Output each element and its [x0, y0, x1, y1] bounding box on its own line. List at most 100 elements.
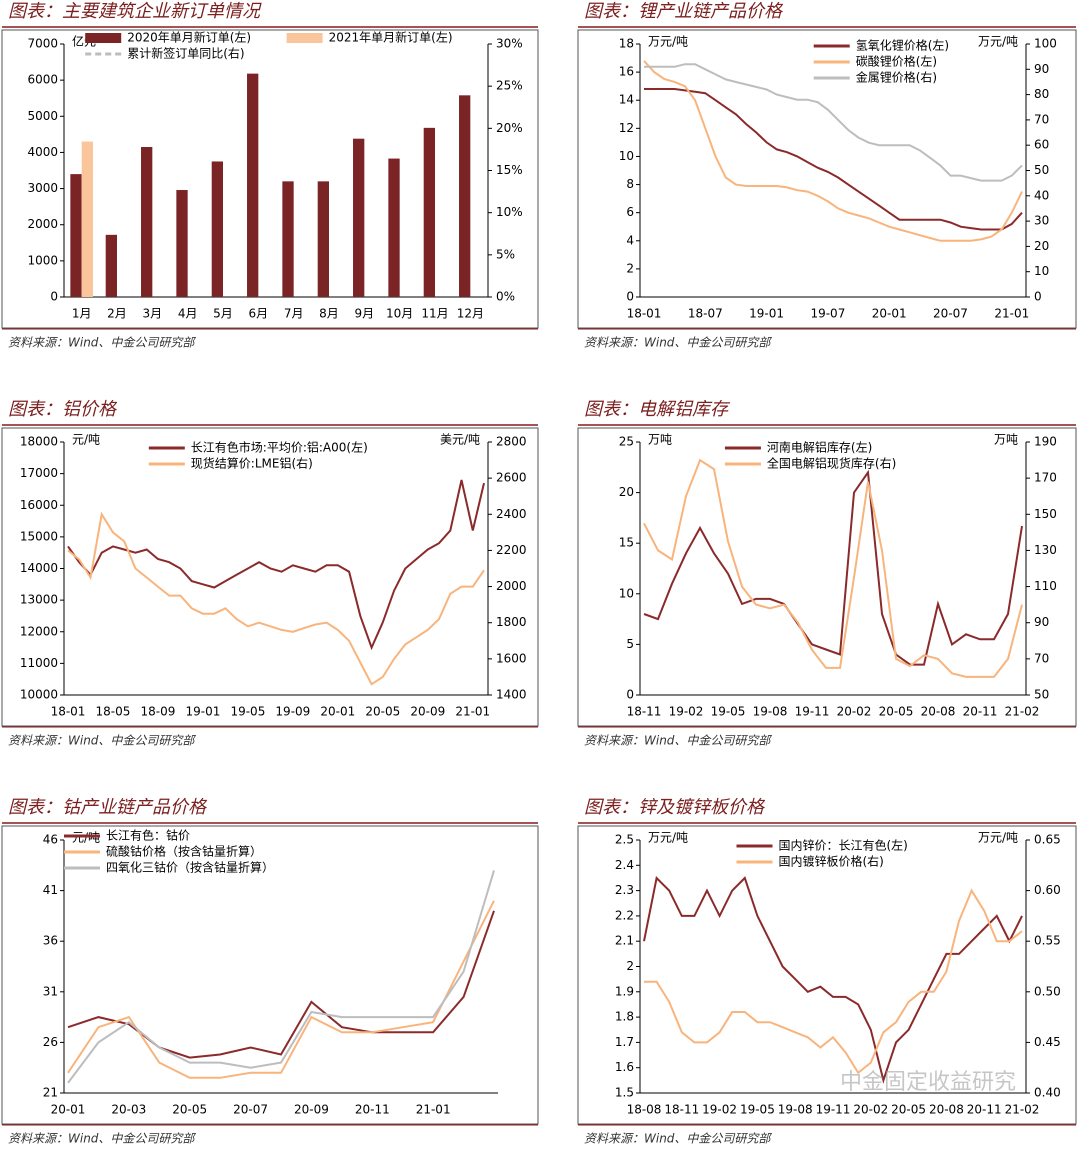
left-unit: 万元/吨 [648, 35, 688, 49]
y2-tick-label: 1600 [496, 651, 527, 665]
y-tick-label: 1.8 [615, 1010, 634, 1024]
y-tick-label: 26 [43, 1035, 58, 1049]
y2-tick-label: 170 [1034, 471, 1057, 485]
y2-tick-label: 0.65 [1034, 833, 1061, 847]
x-tick-label: 18-01 [51, 705, 86, 719]
series-line [643, 875, 1023, 1084]
y2-tick-label: 2400 [496, 507, 527, 521]
chart-frame [1, 427, 539, 727]
x-tick-label: 3月 [143, 307, 163, 321]
chart-frame [1, 825, 539, 1125]
chart-frame [577, 825, 1077, 1125]
y-tick-label: 25 [619, 435, 634, 449]
x-tick-label: 21-02 [1005, 705, 1040, 719]
x-tick-label: 21-01 [994, 307, 1029, 321]
y-tick-label: 1.5 [615, 1086, 634, 1100]
x-tick-label: 19-08 [778, 1103, 813, 1117]
y-tick-label: 4 [626, 233, 634, 247]
source-note: 资料来源：Wind、中金公司研究部 [584, 734, 772, 748]
y-tick-label: 2.3 [615, 883, 634, 897]
left-unit: 元/吨 [72, 433, 100, 447]
panel-title: 图表：主要建筑企业新订单情况 [8, 1, 262, 22]
bar [105, 234, 117, 297]
y-tick-label: 16000 [20, 498, 58, 512]
x-tick-label: 19-08 [753, 705, 788, 719]
y-tick-label: 2.5 [615, 833, 634, 847]
y2-tick-label: 20 [1034, 239, 1049, 253]
y2-tick-label: 130 [1034, 543, 1057, 557]
x-tick-label: 20-08 [929, 1103, 964, 1117]
series-line [67, 479, 485, 651]
x-tick-label: 20-03 [111, 1103, 146, 1117]
y2-tick-label: 25% [496, 79, 523, 93]
y2-tick-label: 10% [496, 205, 523, 219]
y2-tick-label: 0.55 [1034, 934, 1061, 948]
x-tick-label: 19-11 [795, 705, 830, 719]
panel-title: 图表：铝价格 [8, 399, 118, 420]
y-tick-label: 1.9 [615, 984, 634, 998]
x-tick-label: 6月 [249, 307, 269, 321]
x-tick-label: 20-09 [410, 705, 445, 719]
y-tick-label: 14 [619, 93, 634, 107]
y-tick-label: 2000 [27, 217, 58, 231]
x-tick-label: 11月 [421, 307, 448, 321]
legend-label: 硫酸钴价格（按含钴量折算） [106, 844, 262, 859]
y2-tick-label: 30 [1034, 214, 1049, 228]
series-line [643, 60, 1023, 242]
x-tick-label: 20-11 [967, 1103, 1002, 1117]
x-tick-label: 20-11 [355, 1103, 390, 1117]
y-tick-label: 5 [626, 637, 634, 651]
y-tick-label: 14000 [20, 561, 58, 575]
y-tick-label: 17000 [20, 466, 58, 480]
x-tick-label: 5月 [213, 307, 233, 321]
left-unit: 万吨 [648, 433, 672, 447]
source-note: 资料来源：Wind、中金公司研究部 [8, 734, 196, 748]
x-tick-label: 19-07 [810, 307, 845, 321]
y-tick-label: 10 [619, 586, 634, 600]
y-tick-label: 21 [43, 1086, 58, 1100]
y-tick-label: 2 [626, 959, 634, 973]
x-tick-label: 20-01 [320, 705, 355, 719]
x-tick-label: 20-05 [879, 705, 914, 719]
x-tick-label: 21-01 [416, 1103, 451, 1117]
y2-tick-label: 60 [1034, 138, 1049, 152]
legend-label: 碳酸锂价格(左) [856, 54, 937, 69]
source-note: 资料来源：Wind、中金公司研究部 [584, 1132, 772, 1146]
y2-tick-label: 1400 [496, 688, 527, 702]
x-tick-label: 20-01 [872, 307, 907, 321]
y2-tick-label: 2800 [496, 435, 527, 449]
x-tick-label: 7月 [284, 307, 304, 321]
bar [459, 95, 471, 297]
x-tick-label: 20-05 [172, 1103, 207, 1117]
y-tick-label: 12 [619, 121, 634, 135]
y-tick-label: 2.1 [615, 934, 634, 948]
left-unit: 万元/吨 [648, 831, 688, 845]
x-tick-label: 21-01 [455, 705, 490, 719]
x-tick-label: 20-08 [921, 705, 956, 719]
x-tick-label: 12月 [457, 307, 484, 321]
bar [70, 174, 82, 297]
y-tick-label: 2.2 [615, 908, 634, 922]
y-tick-label: 46 [43, 833, 58, 847]
y2-tick-label: 80 [1034, 87, 1049, 101]
x-tick-label: 19-05 [711, 705, 746, 719]
y-tick-label: 15000 [20, 529, 58, 543]
x-tick-label: 2月 [107, 307, 127, 321]
legend-label: 长江有色市场:平均价:铝:A00(左) [191, 440, 368, 455]
y2-tick-label: 2600 [496, 471, 527, 485]
bar [211, 161, 223, 297]
x-tick-label: 19-02 [669, 705, 704, 719]
x-tick-label: 18-05 [96, 705, 131, 719]
legend-swatch [85, 33, 122, 43]
source-note: 资料来源：Wind、中金公司研究部 [8, 336, 196, 350]
series-line [67, 900, 495, 1079]
y-tick-label: 6 [626, 205, 634, 219]
y-tick-label: 13000 [20, 593, 58, 607]
legend-label: 国内镀锌板价格(右) [779, 854, 884, 869]
legend-label: 河南电解铝库存(左) [767, 440, 872, 455]
y2-tick-label: 30% [496, 37, 523, 51]
y-tick-label: 6000 [27, 73, 58, 87]
x-tick-label: 20-09 [294, 1103, 329, 1117]
y-tick-label: 10 [619, 149, 634, 163]
